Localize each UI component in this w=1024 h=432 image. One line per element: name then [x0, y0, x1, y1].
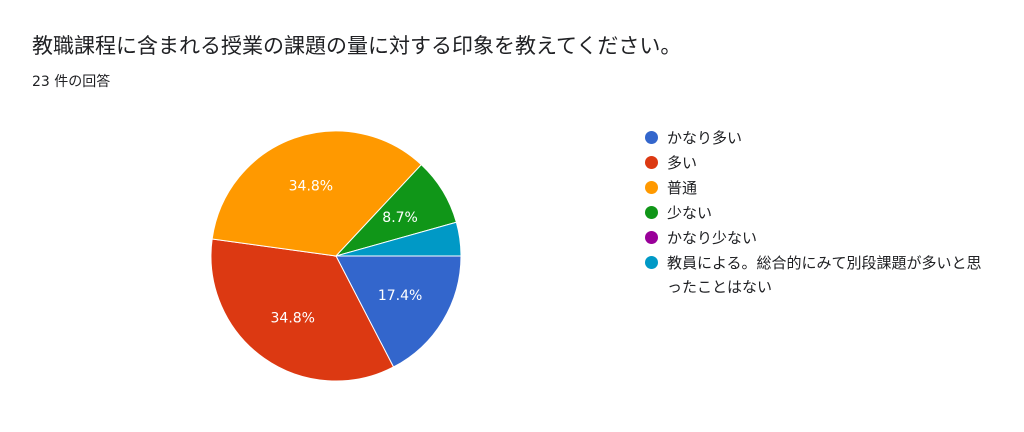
response-count: 23 件の回答 [32, 74, 111, 90]
legend-label: 普通 [667, 179, 698, 197]
legend-swatch [645, 256, 658, 269]
pie-slice-1[interactable] [210, 238, 395, 382]
legend-swatch [645, 156, 658, 169]
pie-slice-label-1: 34.8% [271, 310, 315, 326]
legend-swatch [645, 231, 658, 244]
legend-item-1[interactable]: 多い [645, 151, 985, 175]
legend-label: かなり少ない [667, 229, 758, 247]
legend-swatch [645, 206, 658, 219]
legend-label: 多い [667, 154, 698, 172]
legend-item-4[interactable]: かなり少ない [645, 226, 985, 250]
legend-label: かなり多い [667, 129, 743, 147]
legend-item-0[interactable]: かなり多い [645, 126, 985, 150]
legend-swatch [645, 181, 658, 194]
pie-slice-label-3: 8.7% [382, 210, 418, 226]
legend-item-2[interactable]: 普通 [645, 176, 985, 200]
legend-label: 教員による。総合的にみて別段課題が多いと思ったことはない [667, 254, 982, 296]
pie-slice-0[interactable] [335, 255, 462, 368]
legend-item-5[interactable]: 教員による。総合的にみて別段課題が多いと思ったことはない [645, 251, 985, 299]
chart-title: 教職課程に含まれる授業の課題の量に対する印象を教えてください。 [32, 34, 682, 58]
legend-item-3[interactable]: 少ない [645, 201, 985, 225]
pie-slice-label-0: 17.4% [378, 288, 422, 304]
legend-swatch [645, 131, 658, 144]
chart-legend: かなり多い多い普通少ないかなり少ない教員による。総合的にみて別段課題が多いと思っ… [645, 126, 985, 300]
pie-slice-5[interactable] [335, 221, 462, 257]
pie-slice-label-2: 34.8% [289, 178, 333, 194]
pie-slice-2[interactable] [211, 130, 423, 257]
legend-label: 少ない [667, 204, 713, 222]
